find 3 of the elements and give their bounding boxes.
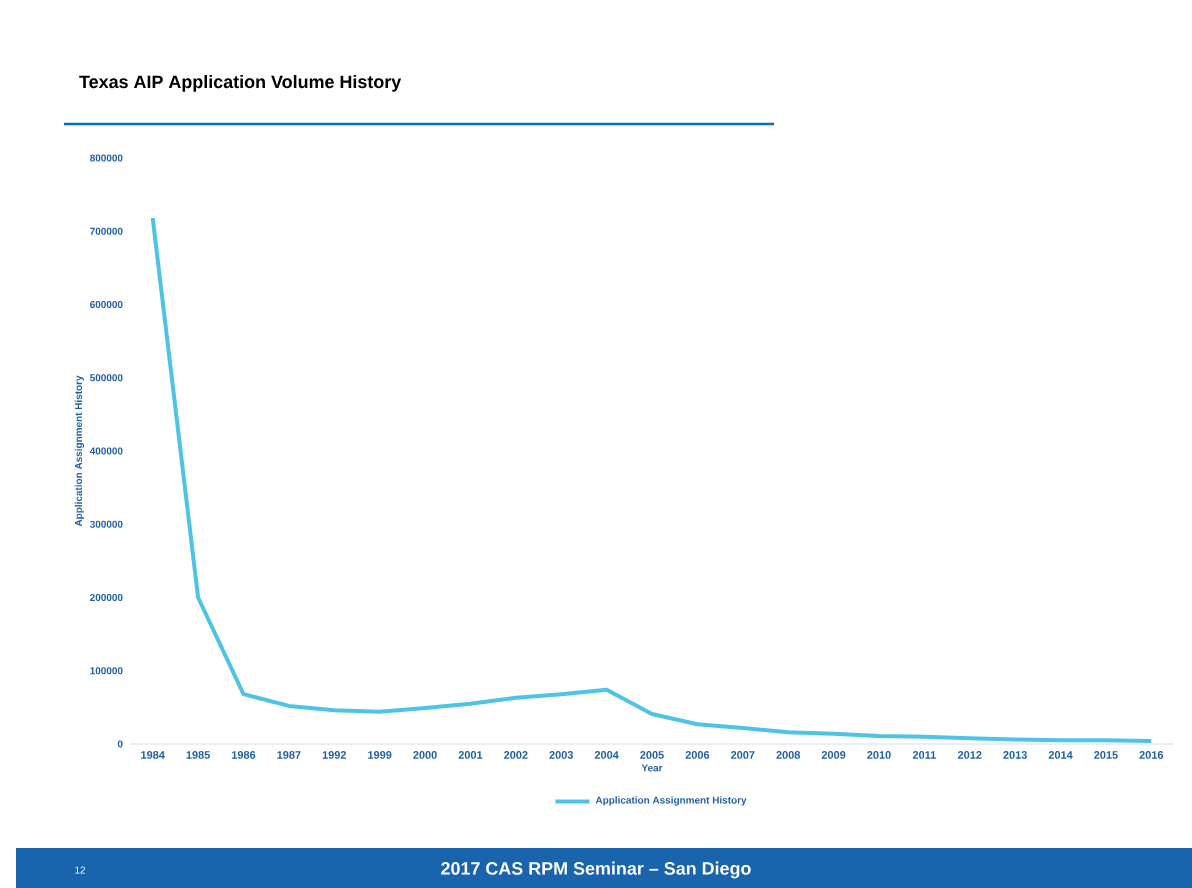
text: 2017 CAS RPM Seminar – San Diego xyxy=(441,861,751,879)
line-series xyxy=(150,216,1154,744)
chart-title: Texas AIP Application Volume History xyxy=(79,75,402,92)
